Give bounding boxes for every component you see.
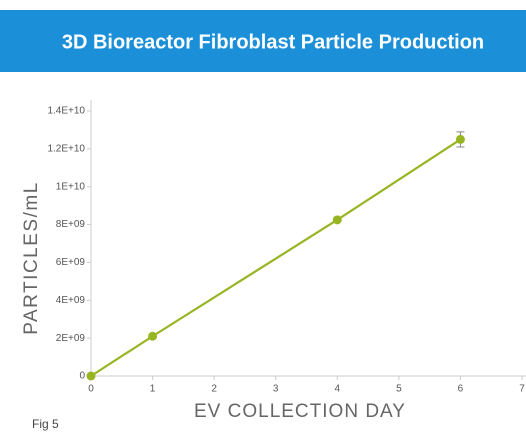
- y-tick-label: 0: [79, 371, 85, 382]
- y-tick-label: 4E+09: [56, 295, 86, 306]
- x-tick-label: 6: [458, 384, 464, 395]
- y-tick-label: 6E+09: [56, 257, 86, 268]
- y-tick-label: 8E+09: [56, 219, 86, 230]
- y-tick-label: 1.4E+10: [47, 106, 85, 117]
- y-tick-label: 1.2E+10: [47, 143, 85, 154]
- x-tick-label: 2: [211, 384, 217, 395]
- data-point: [86, 371, 96, 381]
- x-tick-label: 3: [273, 384, 279, 395]
- data-point: [455, 134, 465, 144]
- y-axis-title: PARTICLES/mL: [21, 181, 42, 335]
- x-tick-label: 7: [519, 384, 525, 395]
- data-line: [90, 138, 462, 377]
- x-tick-label: 0: [88, 384, 94, 395]
- y-tick-label: 2E+09: [56, 333, 86, 344]
- x-tick-label: 4: [335, 384, 341, 395]
- chart-title: 3D Bioreactor Fibroblast Particle Produc…: [62, 31, 484, 53]
- figure-label: Fig 5: [32, 417, 59, 431]
- x-axis-title: EV COLLECTION DAY: [194, 401, 406, 422]
- data-point: [332, 215, 342, 225]
- x-tick-label: 5: [396, 384, 402, 395]
- y-tick-label: 1E+10: [56, 181, 86, 192]
- x-tick-label: 1: [150, 384, 156, 395]
- header-band: [0, 10, 526, 72]
- data-point: [148, 331, 158, 341]
